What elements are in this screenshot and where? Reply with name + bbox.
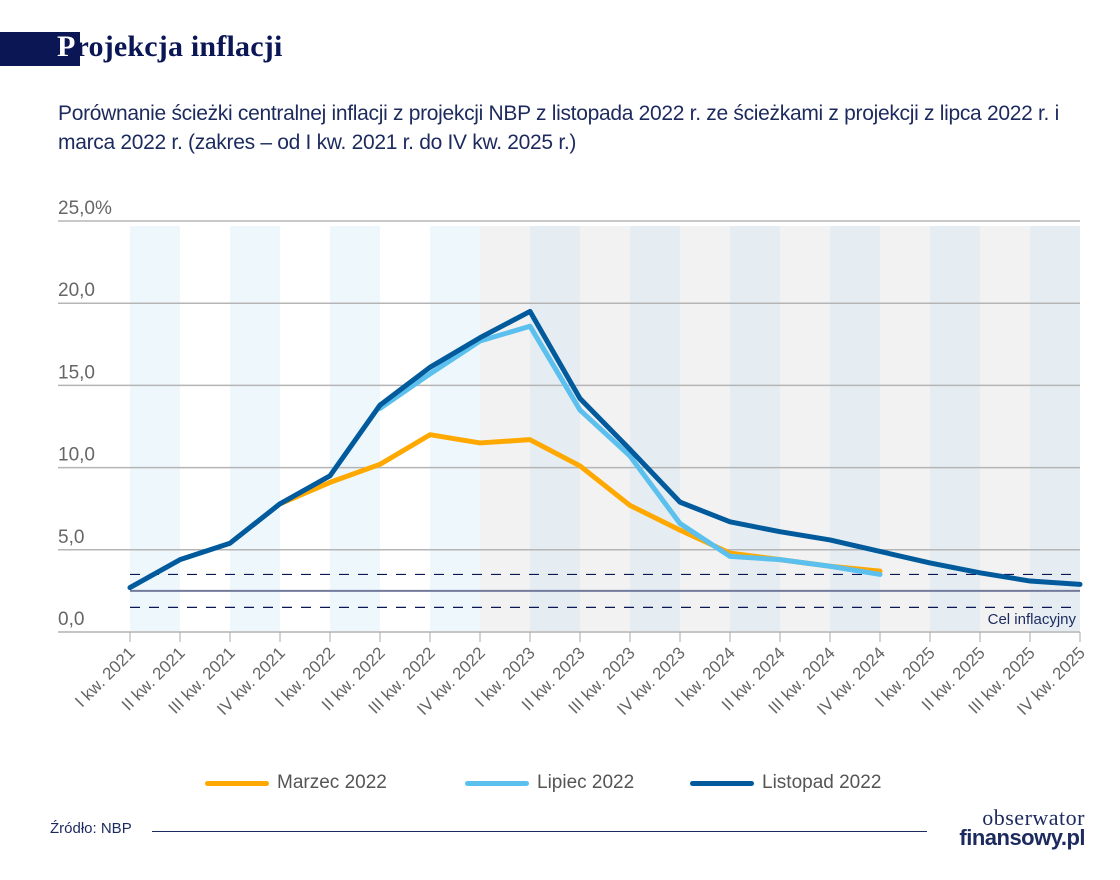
quarter-band bbox=[230, 226, 280, 632]
legend-label: Marzec 2022 bbox=[277, 772, 387, 793]
quarter-band bbox=[830, 226, 880, 632]
legend-item-listopad: Listopad 2022 bbox=[690, 772, 881, 794]
y-tick-label: 25,0% bbox=[58, 198, 112, 219]
y-tick-label: 15,0 bbox=[58, 362, 95, 383]
legend-swatch bbox=[205, 780, 269, 786]
legend-item-marzec: Marzec 2022 bbox=[205, 772, 387, 794]
legend-label: Listopad 2022 bbox=[762, 772, 882, 793]
y-tick-label: 5,0 bbox=[58, 527, 84, 548]
chart-legend: Marzec 2022 Lipiec 2022 Listopad 2022 bbox=[0, 772, 1120, 802]
quarter-band bbox=[330, 226, 380, 632]
logo: obserwator finansowy.pl bbox=[945, 805, 1085, 850]
chart-subtitle: Porównanie ścieżki centralnej inflacji z… bbox=[58, 102, 1059, 154]
quarter-band bbox=[1030, 226, 1080, 632]
y-tick-label: 20,0 bbox=[58, 280, 95, 301]
logo-line2: finansowy.pl bbox=[959, 825, 1085, 850]
footer-divider bbox=[152, 831, 927, 832]
quarter-band bbox=[730, 226, 780, 632]
quarter-band bbox=[630, 226, 680, 632]
quarter-band bbox=[530, 226, 580, 632]
legend-swatch bbox=[465, 780, 529, 786]
legend-swatch bbox=[690, 780, 754, 786]
y-tick-label: 10,0 bbox=[58, 445, 95, 466]
title-accent-bar bbox=[0, 32, 80, 66]
legend-item-lipiec: Lipiec 2022 bbox=[465, 772, 634, 794]
inflation-target-label: Cel inflacyjny bbox=[988, 611, 1077, 628]
quarter-band bbox=[430, 226, 480, 632]
legend-label: Lipiec 2022 bbox=[537, 772, 635, 793]
page-title: Projekcja inflacji bbox=[57, 30, 283, 63]
y-tick-label: 0,0 bbox=[58, 609, 84, 630]
series-line-listopad bbox=[127, 308, 1083, 591]
logo-line1: obserwator bbox=[982, 805, 1085, 830]
source-note: Źródło: NBP bbox=[50, 820, 132, 837]
